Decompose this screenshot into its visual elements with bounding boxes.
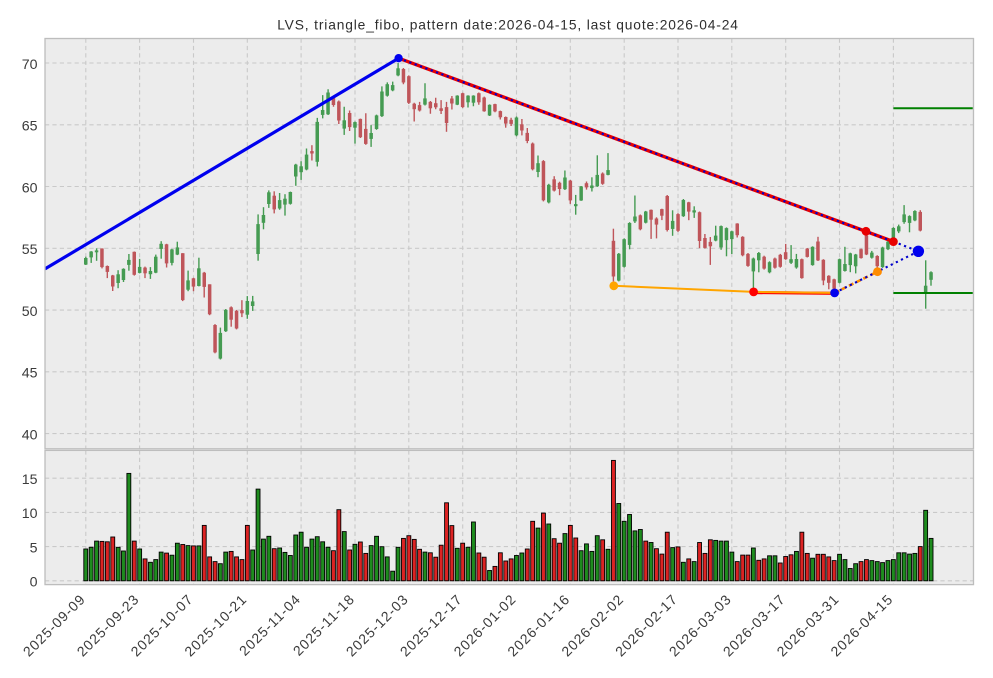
svg-text:60: 60 (22, 180, 38, 196)
svg-text:40: 40 (22, 427, 38, 443)
svg-text:15: 15 (22, 472, 38, 488)
svg-text:5: 5 (30, 540, 38, 556)
svg-text:55: 55 (22, 242, 38, 258)
svg-text:70: 70 (22, 57, 38, 73)
svg-text:45: 45 (22, 366, 38, 382)
svg-text:10: 10 (22, 506, 38, 522)
svg-text:0: 0 (30, 575, 38, 591)
svg-text:LVS, triangle_fibo, pattern da: LVS, triangle_fibo, pattern date:2026-04… (277, 18, 739, 33)
svg-text:50: 50 (22, 304, 38, 320)
svg-text:65: 65 (22, 119, 38, 135)
